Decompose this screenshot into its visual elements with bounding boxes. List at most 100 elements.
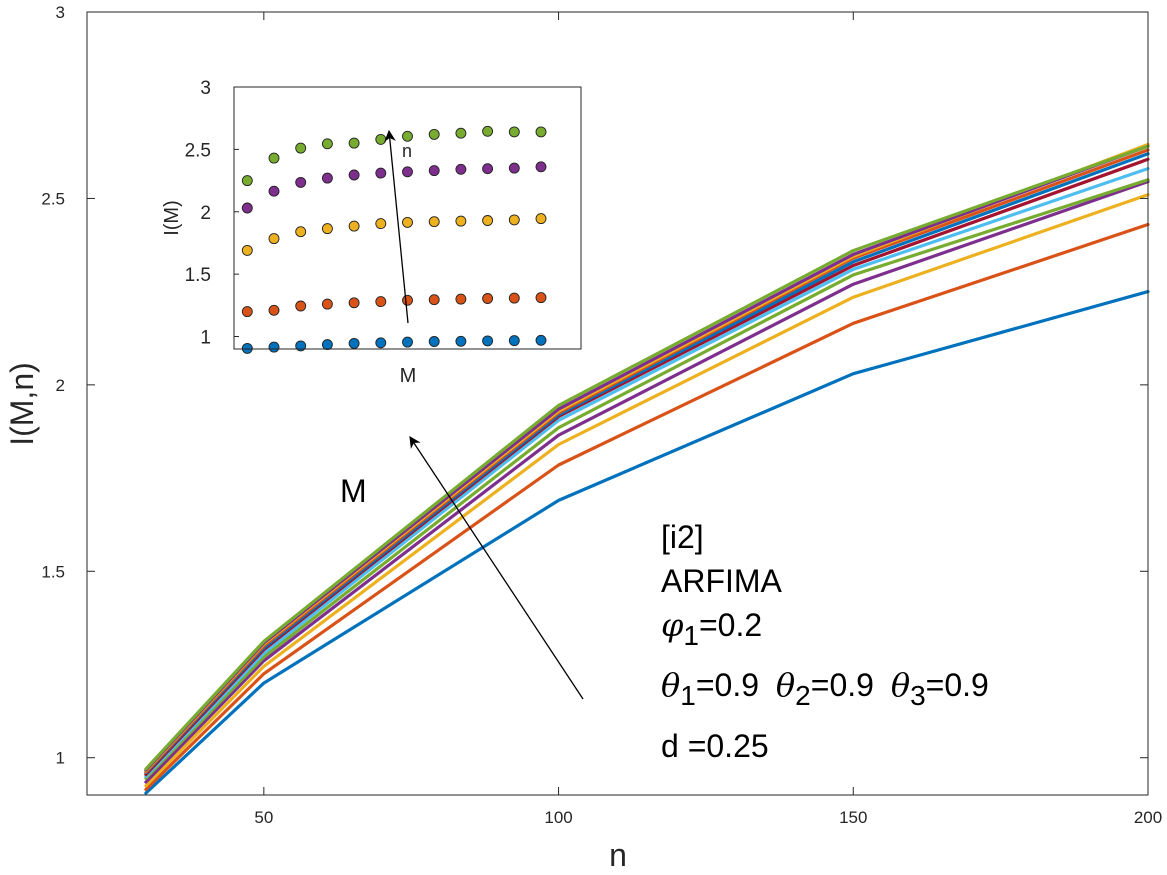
- inset-point-n-200: [295, 142, 307, 154]
- annotation-phi: φ1=0.2: [661, 606, 762, 651]
- inset-point-n-200: [241, 175, 253, 187]
- x-tick-label: 150: [839, 808, 867, 827]
- inset-point-n-100: [508, 214, 520, 226]
- inset-point-n-150: [321, 172, 333, 184]
- theta3-value: =0.9: [926, 667, 989, 703]
- inset-point-n-30: [241, 342, 253, 354]
- inset-point-n-150: [402, 166, 413, 178]
- series-line-m12: [144, 144, 1150, 771]
- inset-point-n-150: [428, 165, 440, 177]
- inset-point-n-30: [295, 340, 307, 352]
- inset-point-n-100: [375, 218, 387, 230]
- series-line-m4: [144, 180, 1150, 784]
- inset-point-n-150: [348, 169, 360, 181]
- main-x-ticks: 50 100 150 200: [254, 12, 1162, 827]
- inset-point-n-150: [455, 163, 467, 175]
- inset-point-n-200: [348, 137, 360, 149]
- inset-point-n-50: [241, 306, 253, 318]
- main-y-axis-label: I(M,n): [4, 362, 40, 446]
- y-tick-label: 2: [56, 376, 65, 395]
- inset-point-n-100: [428, 216, 440, 228]
- inset-point-n-200: [482, 125, 494, 137]
- inset-point-n-150: [295, 176, 307, 188]
- inset-point-n-150: [268, 185, 280, 197]
- inset-point-n-30: [482, 335, 494, 347]
- phi-subscript: 1: [683, 620, 699, 651]
- annotation-d: d =0.25: [661, 728, 769, 764]
- theta3-subscript: 3: [910, 680, 926, 711]
- inset-y-tick-label: 3: [200, 78, 211, 99]
- inset-point-n-100: [402, 216, 413, 228]
- inset-point-n-50: [268, 304, 280, 316]
- inset-point-n-200: [268, 152, 280, 164]
- m-arrow-label: M: [340, 473, 367, 509]
- inset-point-n-30: [428, 336, 440, 347]
- inset-point-n-50: [348, 297, 360, 309]
- inset-point-n-200: [455, 127, 467, 139]
- x-tick-label: 100: [544, 808, 572, 827]
- y-tick-label: 3: [56, 3, 65, 22]
- inset-plot-frame: [233, 86, 582, 350]
- inset-point-n-100: [268, 233, 280, 245]
- main-plot: 50 100 150 200 1 1.5 2 2.5 3 n I(M,n) M [i2] AR…: [4, 3, 1162, 873]
- theta2-value: =0.9: [811, 667, 874, 703]
- n-direction-arrow: [384, 129, 409, 324]
- inset-point-n-50: [402, 294, 413, 306]
- inset-point-n-100: [241, 244, 253, 256]
- inset-point-n-30: [535, 334, 547, 346]
- inset-y-ticks: 1 1.5 2 2.5 3: [185, 78, 239, 349]
- inset-point-n-100: [348, 220, 360, 232]
- inset-x-axis-label: M: [400, 365, 417, 387]
- main-plot-frame: [86, 11, 1149, 796]
- inset-y-tick-label: 2.5: [185, 140, 211, 161]
- x-tick-label: 200: [1134, 808, 1162, 827]
- inset-point-n-30: [455, 335, 467, 347]
- inset-point-n-30: [508, 335, 520, 347]
- inset-point-n-100: [535, 213, 547, 225]
- y-tick-label: 1.5: [41, 562, 65, 581]
- series-line-m3: [144, 193, 1150, 788]
- theta3-symbol: θ: [891, 666, 910, 704]
- series-line-m2: [144, 222, 1150, 792]
- inset-point-n-30: [402, 336, 413, 348]
- inset-point-n-30: [268, 341, 280, 353]
- inset-y-tick-label: 1: [200, 328, 211, 349]
- series-line-m1: [144, 290, 1150, 795]
- phi-value: =0.2: [699, 607, 762, 643]
- parameter-annotation: [i2] ARFIMA φ1=0.2 θ1=0.9 θ2=0.9 θ3=0.9 …: [661, 519, 989, 764]
- main-series-lines: [144, 142, 1150, 795]
- inset-point-n-200: [375, 133, 387, 145]
- theta1-symbol: θ: [661, 666, 680, 704]
- inset-point-n-150: [535, 161, 547, 173]
- inset-point-n-50: [295, 300, 307, 312]
- inset-y-tick-label: 2: [200, 203, 211, 224]
- inset-point-n-150: [241, 202, 253, 214]
- inset-point-n-150: [508, 162, 520, 174]
- theta2-symbol: θ: [776, 666, 795, 704]
- theta1-subscript: 1: [680, 680, 696, 711]
- annotation-id: [i2]: [661, 519, 704, 555]
- inset-point-n-150: [482, 163, 494, 175]
- series-line-m5: [144, 178, 1150, 780]
- m-direction-arrow: [409, 436, 584, 700]
- inset-point-n-50: [321, 298, 333, 310]
- series-line-m6: [144, 167, 1150, 779]
- inset-point-n-50: [375, 296, 387, 308]
- inset-plot: 1 1.5 2 2.5 3 M I(M) n: [161, 78, 582, 387]
- inset-series-points: [241, 125, 547, 354]
- inset-point-n-100: [295, 226, 307, 238]
- n-arrow-label: n: [402, 141, 412, 161]
- theta1-value: =0.9: [696, 667, 759, 703]
- inset-point-n-100: [482, 215, 494, 226]
- inset-point-n-100: [321, 223, 333, 235]
- main-x-axis-label: n: [609, 837, 627, 873]
- inset-y-tick-label: 1.5: [185, 265, 211, 286]
- inset-point-n-200: [535, 126, 547, 138]
- theta2-subscript: 2: [795, 680, 811, 711]
- inset-point-n-50: [455, 293, 467, 305]
- inset-point-n-30: [375, 337, 387, 349]
- inset-point-n-100: [455, 215, 467, 227]
- annotation-thetas: θ1=0.9 θ2=0.9 θ3=0.9: [661, 666, 989, 711]
- inset-point-n-30: [321, 339, 333, 351]
